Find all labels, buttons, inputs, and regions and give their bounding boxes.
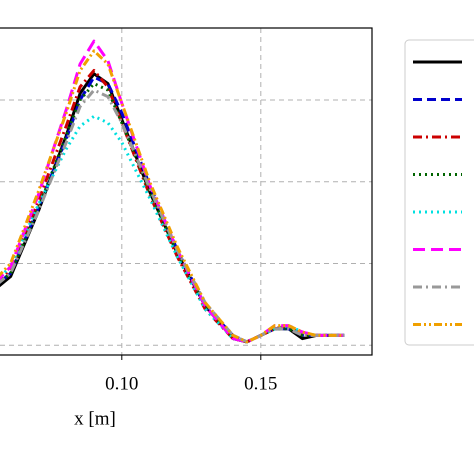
x-tick-label: 0.10: [105, 373, 138, 394]
series-line: [0, 114, 345, 344]
x-axis-label: x [m]: [74, 408, 116, 429]
series-line: [0, 75, 345, 344]
legend-box: [404, 39, 474, 346]
series-line: [0, 49, 345, 344]
series-line: [0, 39, 345, 344]
plot-frame: [0, 27, 373, 356]
series-line: [0, 69, 345, 344]
series-line: [0, 88, 345, 344]
series-line: [0, 72, 345, 344]
series-line: [0, 82, 345, 344]
x-tick-label: 0.15: [244, 373, 277, 394]
